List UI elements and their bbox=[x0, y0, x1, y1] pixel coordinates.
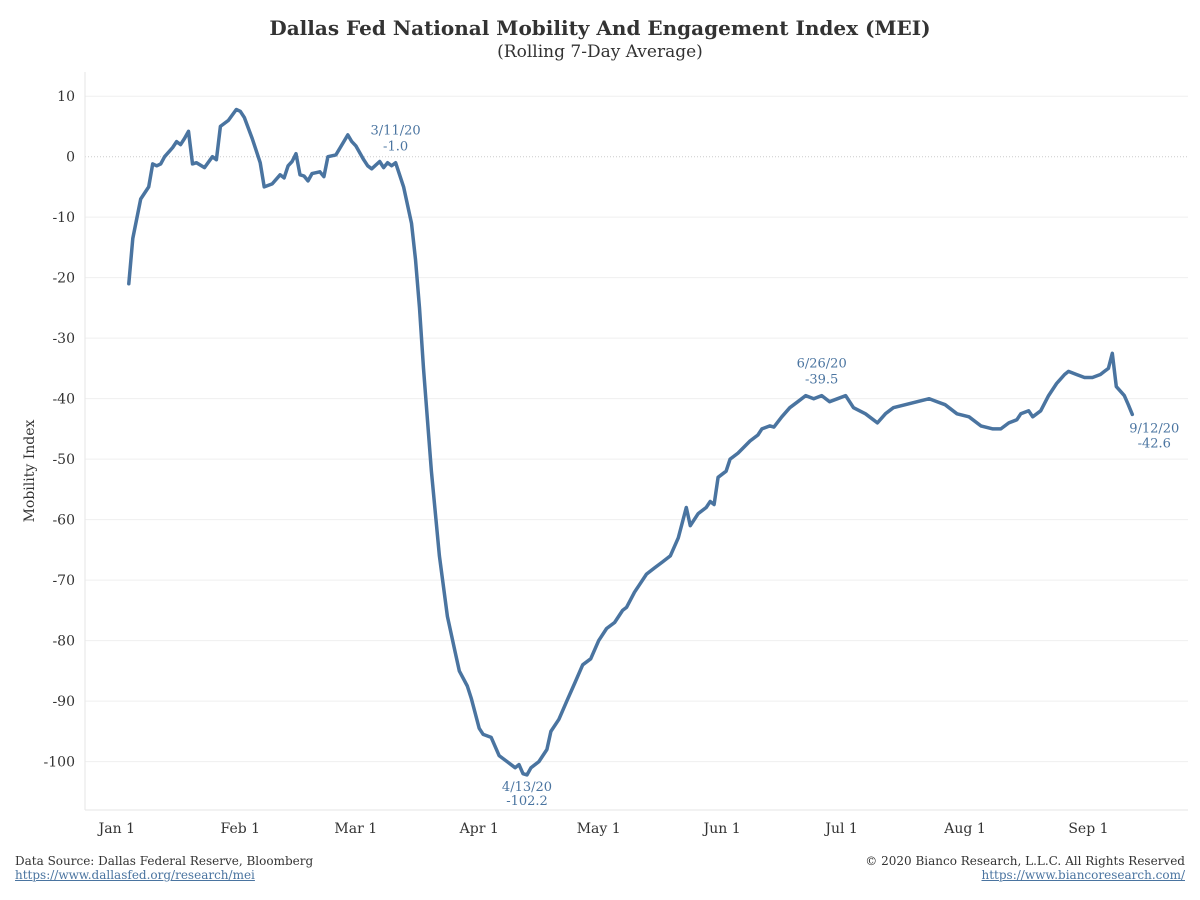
y-tick-label: -40 bbox=[52, 392, 75, 408]
annotation-4-13-20: 4/13/20-102.2 bbox=[502, 780, 552, 809]
annotations: 3/11/20-1.0 4/13/20-102.2 6/26/20-39.5 9/12… bbox=[371, 124, 1180, 809]
copyright-text: © 2020 Bianco Research, L.L.C. All Right… bbox=[865, 854, 1185, 868]
chart-title: Dallas Fed National Mobility And Engagem… bbox=[269, 16, 931, 40]
axes: 10 0 -10 -20 -30 -40 -50 -60 -70 -80 -90 -100 Jan 1 F… bbox=[22, 72, 1188, 837]
y-tick-label: -50 bbox=[52, 452, 75, 468]
x-tick-label: Feb 1 bbox=[221, 821, 261, 837]
y-tick-label: -90 bbox=[52, 694, 75, 710]
x-tick-label: Mar 1 bbox=[334, 821, 377, 837]
annotation-date: 6/26/20 bbox=[797, 357, 847, 372]
annotation-value: -1.0 bbox=[383, 140, 408, 155]
footer-source: Data Source: Dallas Federal Reserve, Blo… bbox=[15, 854, 313, 882]
x-tick-label: Jul 1 bbox=[823, 821, 857, 837]
annotation-date: 3/11/20 bbox=[371, 124, 421, 139]
series-line-layer bbox=[127, 107, 1135, 777]
annotation-date: 9/12/20 bbox=[1129, 421, 1179, 436]
y-tick-label: -20 bbox=[52, 271, 75, 287]
mobility-series-line bbox=[127, 107, 1135, 777]
annotation-value: -39.5 bbox=[805, 373, 838, 388]
y-axis-label: Mobility Index bbox=[22, 419, 38, 522]
y-tick-label: -70 bbox=[52, 573, 75, 589]
chart-subtitle: (Rolling 7-Day Average) bbox=[497, 42, 703, 62]
annotation-3-11-20: 3/11/20-1.0 bbox=[371, 124, 421, 155]
x-tick-label: May 1 bbox=[577, 821, 621, 837]
annotation-9-12-20: 9/12/20-42.6 bbox=[1129, 421, 1179, 451]
y-tick-label: -100 bbox=[44, 755, 75, 771]
y-tick-label: -30 bbox=[52, 331, 75, 347]
y-tick-label: -10 bbox=[52, 210, 75, 226]
grid-lines bbox=[85, 95, 1188, 763]
annotation-value: -102.2 bbox=[506, 794, 548, 809]
y-tick-label: 0 bbox=[66, 150, 75, 166]
footer-copyright: © 2020 Bianco Research, L.L.C. All Right… bbox=[865, 854, 1185, 882]
annotation-date: 4/13/20 bbox=[502, 780, 552, 795]
annotation-value: -42.6 bbox=[1138, 436, 1171, 451]
x-tick-label: Aug 1 bbox=[943, 821, 985, 837]
source-text: Data Source: Dallas Federal Reserve, Blo… bbox=[15, 854, 314, 868]
source-link[interactable]: https://www.dallasfed.org/research/mei bbox=[15, 868, 255, 882]
copyright-link[interactable]: https://www.biancoresearch.com/ bbox=[981, 868, 1185, 882]
x-tick-label: Jun 1 bbox=[702, 821, 741, 837]
x-tick-label: Apr 1 bbox=[459, 821, 499, 837]
y-tick-label: -60 bbox=[52, 513, 75, 529]
annotation-6-26-20: 6/26/20-39.5 bbox=[797, 357, 847, 388]
y-tick-label: -80 bbox=[52, 634, 75, 650]
x-tick-label: Jan 1 bbox=[97, 821, 135, 837]
y-tick-label: 10 bbox=[57, 89, 75, 105]
x-tick-label: Sep 1 bbox=[1068, 821, 1108, 837]
